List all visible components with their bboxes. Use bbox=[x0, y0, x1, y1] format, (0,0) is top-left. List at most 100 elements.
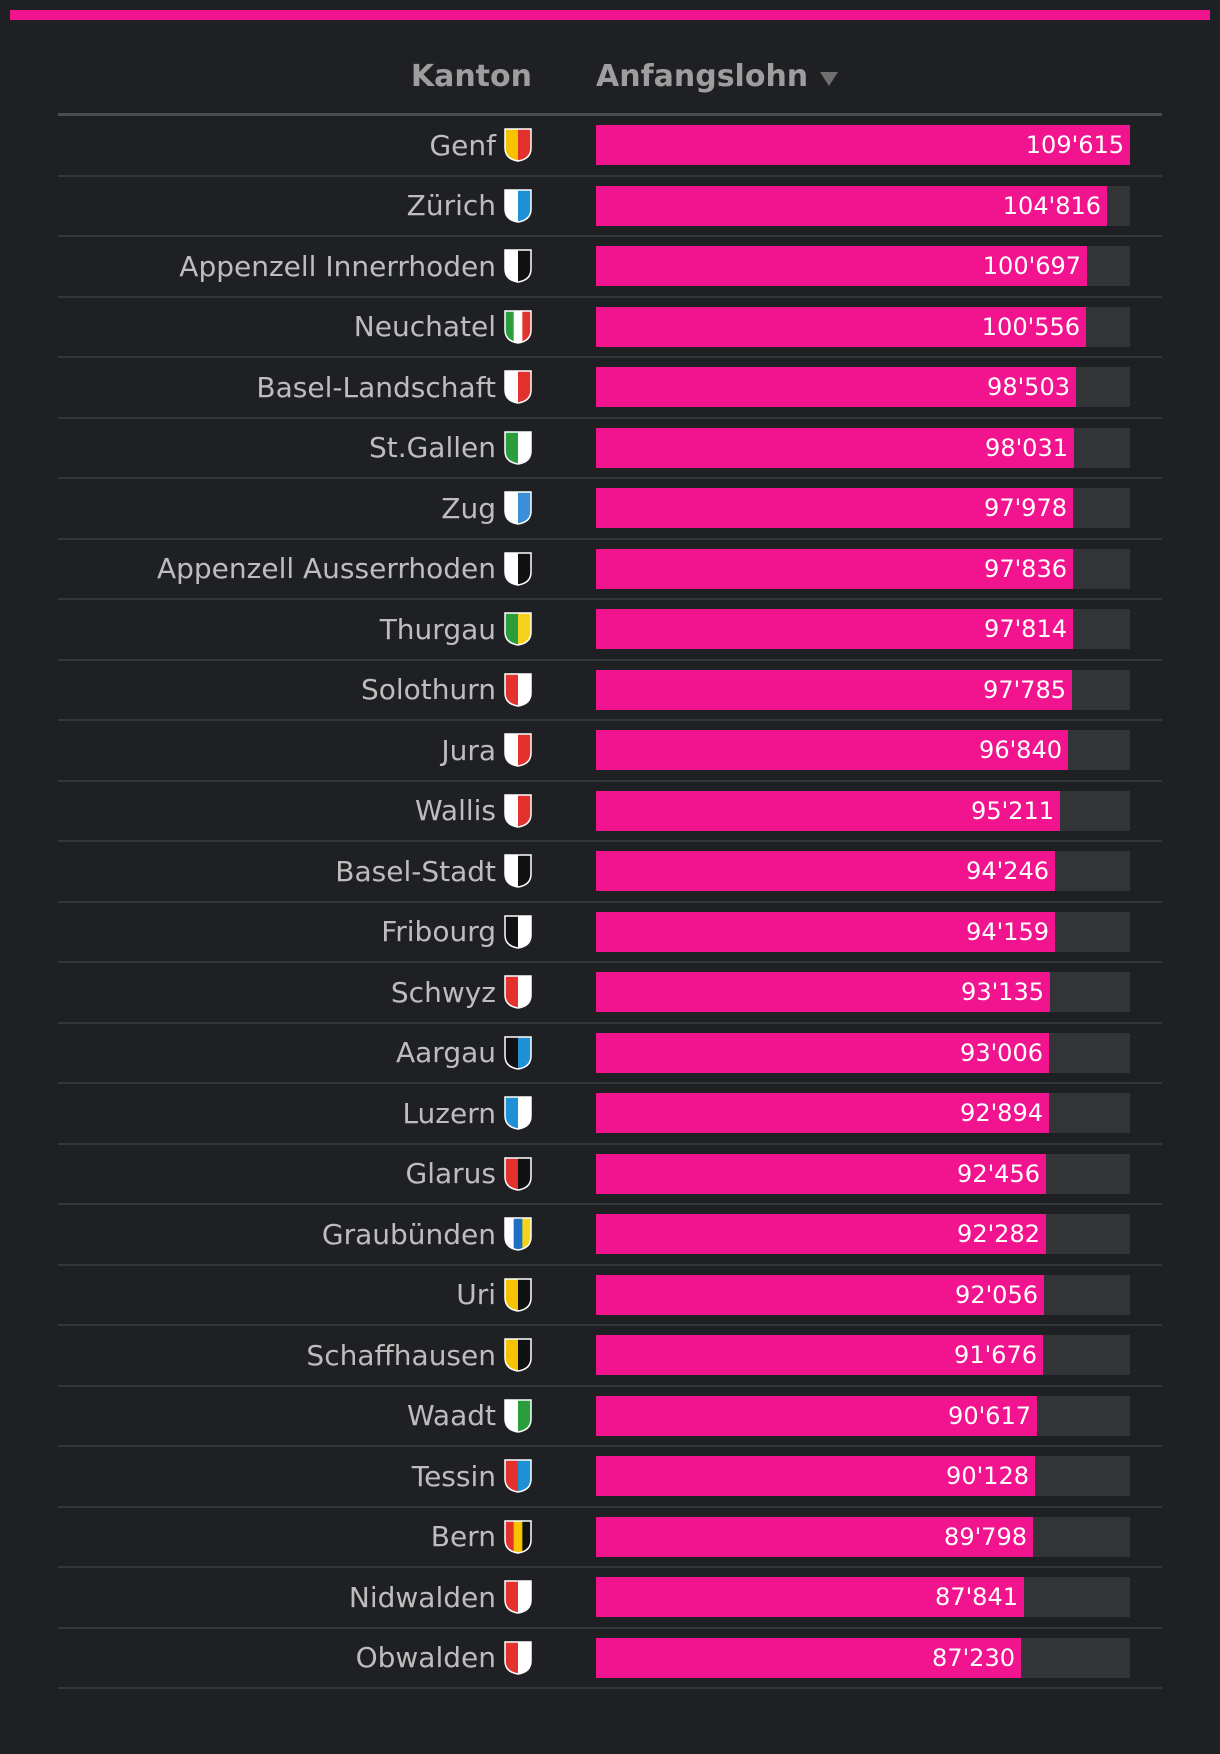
accent-top-bar bbox=[10, 10, 1210, 20]
data-label: 97'836 bbox=[984, 554, 1067, 583]
bar-track: 109'615 bbox=[596, 125, 1130, 166]
obwalden-crest-icon bbox=[504, 1641, 532, 1675]
kanton-cell: Schwyz bbox=[58, 975, 532, 1010]
kanton-name: Luzern bbox=[402, 1096, 496, 1130]
kanton-cell: Wallis bbox=[58, 794, 532, 828]
data-label: 98'031 bbox=[985, 433, 1068, 462]
data-label: 92'056 bbox=[955, 1280, 1038, 1309]
kanton-name: Fribourg bbox=[381, 915, 496, 949]
column-header-kanton[interactable]: Kanton bbox=[410, 59, 532, 94]
bar: 87'230 bbox=[596, 1637, 1021, 1678]
data-label: 97'978 bbox=[984, 494, 1067, 523]
table-row: Appenzell Ausserrhoden 97'836 bbox=[58, 540, 1162, 600]
glarus-crest-icon bbox=[504, 1157, 532, 1191]
fribourg-crest-icon bbox=[504, 915, 532, 949]
bar-track: 91'676 bbox=[596, 1335, 1130, 1376]
kanton-name: Basel-Landschaft bbox=[256, 370, 496, 404]
table-row: Glarus 92'456 bbox=[58, 1145, 1162, 1205]
kanton-cell: Luzern bbox=[58, 1096, 532, 1131]
kanton-cell: Basel-Stadt bbox=[58, 854, 532, 889]
kanton-name: Solothurn bbox=[360, 673, 496, 707]
kanton-name: Obwalden bbox=[355, 1641, 496, 1675]
table-row: Obwalden 87'230 bbox=[58, 1629, 1162, 1689]
kanton-cell: Waadt bbox=[58, 1399, 532, 1433]
kanton-cell: Obwalden bbox=[58, 1641, 532, 1675]
table-row: Waadt 90'617 bbox=[58, 1387, 1162, 1447]
table-row: Zug 97'978 bbox=[58, 479, 1162, 540]
uri-crest-icon bbox=[504, 1278, 532, 1312]
kanton-cell: Appenzell Innerrhoden bbox=[58, 249, 532, 284]
thurgau-crest-icon bbox=[504, 612, 532, 647]
table-row: Wallis 95'211 bbox=[58, 782, 1162, 842]
kanton-cell: Aargau bbox=[58, 1036, 532, 1070]
bar: 87'841 bbox=[596, 1577, 1024, 1618]
bar-track: 87'841 bbox=[596, 1577, 1130, 1618]
kanton-name: Aargau bbox=[395, 1036, 496, 1070]
table-row: Fribourg 94'159 bbox=[58, 903, 1162, 963]
data-label: 93'135 bbox=[961, 978, 1044, 1007]
bar: 96'840 bbox=[596, 730, 1068, 771]
jura-crest-icon bbox=[504, 733, 532, 768]
bar-track: 93'006 bbox=[596, 1032, 1130, 1073]
bar: 97'814 bbox=[596, 609, 1073, 650]
kanton-cell: Nidwalden bbox=[58, 1580, 532, 1615]
kanton-name: Uri bbox=[456, 1278, 496, 1312]
kanton-cell: Fribourg bbox=[58, 915, 532, 949]
data-label: 97'814 bbox=[984, 615, 1067, 644]
table-row: Jura 96'840 bbox=[58, 721, 1162, 782]
bar: 90'128 bbox=[596, 1456, 1035, 1497]
bar: 100'556 bbox=[596, 306, 1086, 347]
st-gallen-crest-icon bbox=[504, 431, 532, 465]
data-label: 97'785 bbox=[983, 675, 1066, 704]
bar: 92'456 bbox=[596, 1153, 1046, 1194]
bar: 92'894 bbox=[596, 1093, 1049, 1134]
column-header-anfangslohn[interactable]: Anfangslohn bbox=[596, 59, 839, 94]
neuchatel-crest-icon bbox=[504, 310, 532, 344]
kanton-cell: Graubünden bbox=[58, 1217, 532, 1252]
data-label: 87'230 bbox=[932, 1643, 1015, 1672]
bar-track: 97'836 bbox=[596, 548, 1130, 589]
kanton-name: Tessin bbox=[411, 1459, 496, 1493]
bar: 91'676 bbox=[596, 1335, 1043, 1376]
zurich-crest-icon bbox=[504, 189, 532, 223]
bar-track: 94'246 bbox=[596, 851, 1130, 892]
basel-stadt-crest-icon bbox=[504, 854, 532, 889]
bar-track: 100'556 bbox=[596, 306, 1130, 347]
aargau-crest-icon bbox=[504, 1036, 532, 1070]
bar-track: 95'211 bbox=[596, 790, 1130, 831]
bar: 93'006 bbox=[596, 1032, 1049, 1073]
bar-track: 97'814 bbox=[596, 609, 1130, 650]
bar-track: 97'978 bbox=[596, 488, 1130, 529]
table-row: Bern 89'798 bbox=[58, 1508, 1162, 1568]
kanton-name: Nidwalden bbox=[348, 1580, 496, 1614]
kanton-cell: Basel-Landschaft bbox=[58, 370, 532, 405]
zug-crest-icon bbox=[504, 491, 532, 526]
data-label: 100'556 bbox=[981, 312, 1080, 341]
waadt-crest-icon bbox=[504, 1399, 532, 1433]
data-label: 92'282 bbox=[957, 1220, 1040, 1249]
bar: 97'978 bbox=[596, 488, 1073, 529]
table-row: Nidwalden 87'841 bbox=[58, 1568, 1162, 1629]
table-row: Basel-Stadt 94'246 bbox=[58, 842, 1162, 903]
sort-descending-icon[interactable] bbox=[820, 71, 839, 86]
luzern-crest-icon bbox=[504, 1096, 532, 1131]
table-row: Aargau 93'006 bbox=[58, 1024, 1162, 1084]
kanton-name: Schaffhausen bbox=[306, 1338, 496, 1372]
data-label: 100'697 bbox=[982, 252, 1081, 281]
appenzell-ausserrhoden-crest-icon bbox=[504, 552, 532, 586]
data-label: 92'456 bbox=[957, 1159, 1040, 1188]
bar: 94'246 bbox=[596, 851, 1055, 892]
kanton-cell: Genf bbox=[58, 128, 532, 163]
data-label: 94'159 bbox=[966, 917, 1049, 946]
data-label: 96'840 bbox=[979, 736, 1062, 765]
data-label: 98'503 bbox=[987, 373, 1070, 402]
wallis-crest-icon bbox=[504, 794, 532, 828]
bar-track: 92'456 bbox=[596, 1153, 1130, 1194]
bar: 97'785 bbox=[596, 669, 1072, 710]
kanton-name: Thurgau bbox=[379, 612, 496, 646]
solothurn-crest-icon bbox=[504, 673, 532, 707]
data-label: 90'128 bbox=[946, 1462, 1029, 1491]
bar: 92'282 bbox=[596, 1214, 1046, 1255]
nidwalden-crest-icon bbox=[504, 1580, 532, 1615]
bar: 89'798 bbox=[596, 1516, 1033, 1557]
